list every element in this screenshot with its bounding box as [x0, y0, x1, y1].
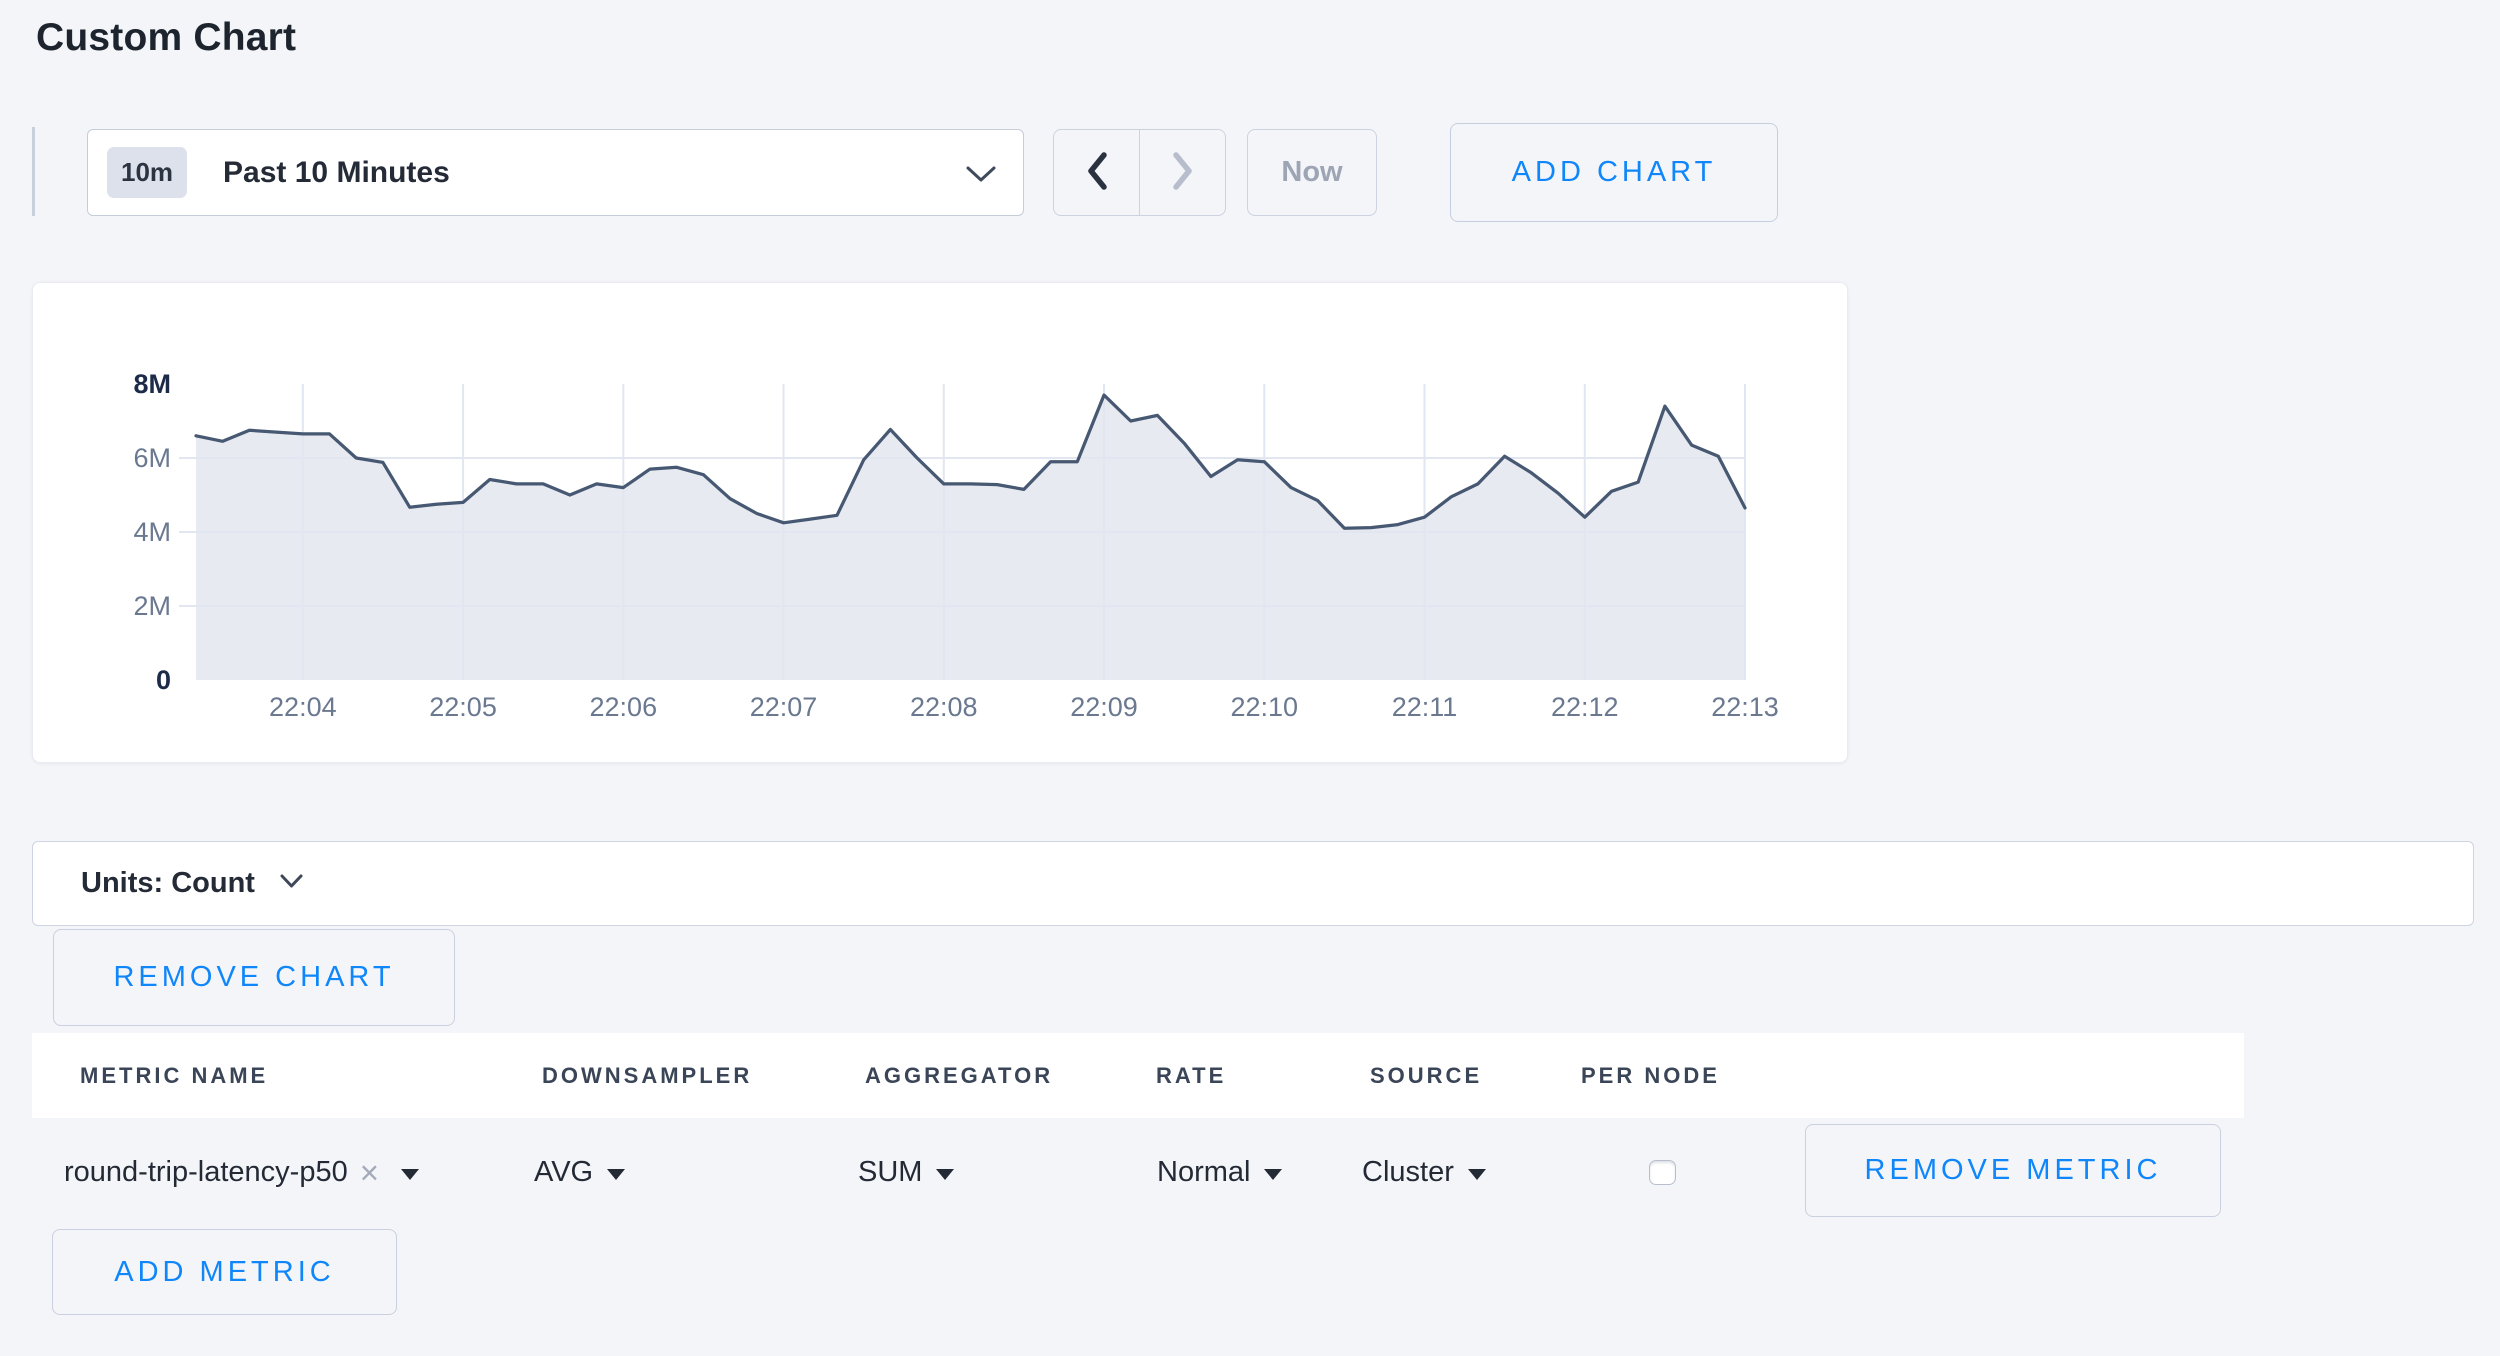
chevron-right-icon: [1170, 150, 1196, 195]
x-axis-label: 22:07: [750, 692, 818, 722]
downsampler-value: AVG: [534, 1155, 594, 1188]
aggregator-value: SUM: [858, 1155, 923, 1188]
now-button[interactable]: Now: [1247, 129, 1377, 216]
y-axis-label: 8M: [133, 369, 171, 399]
x-axis-label: 22:05: [429, 692, 497, 722]
x-axis-label: 22:10: [1230, 692, 1298, 722]
x-axis-label: 22:12: [1551, 692, 1619, 722]
add-chart-button[interactable]: ADD CHART: [1450, 123, 1778, 222]
chevron-down-icon: [965, 164, 997, 189]
x-axis-label: 22:04: [269, 692, 337, 722]
source-select[interactable]: Cluster: [1362, 1146, 1486, 1198]
next-timespan-button[interactable]: [1139, 130, 1225, 215]
remove-metric-button[interactable]: REMOVE METRIC: [1805, 1124, 2221, 1217]
metric-name-value: round-trip-latency-p50: [64, 1155, 348, 1188]
aggregator-select[interactable]: SUM: [858, 1146, 955, 1198]
x-axis-label: 22:06: [590, 692, 658, 722]
chevron-down-icon: [279, 873, 304, 894]
time-step-group: [1053, 129, 1226, 216]
series-line: [194, 393, 1747, 530]
rate-select[interactable]: Normal: [1157, 1146, 1283, 1198]
column-header-source: SOURCE: [1370, 1062, 1483, 1088]
x-axis-label: 22:13: [1711, 692, 1779, 722]
metric-row: round-trip-latency-p50 × AVG SUM Normal …: [0, 1146, 2500, 1198]
y-axis-label: 6M: [133, 443, 171, 473]
page-title: Custom Chart: [36, 16, 297, 59]
y-axis-label: 4M: [133, 517, 171, 547]
column-header-metric-name: METRIC NAME: [80, 1062, 269, 1088]
column-header-aggregator: AGGREGATOR: [865, 1062, 1054, 1088]
y-axis-label: 2M: [133, 591, 171, 621]
column-header-downsampler: DOWNSAMPLER: [542, 1062, 753, 1088]
metrics-table-header: METRIC NAME DOWNSAMPLER AGGREGATOR RATE SOUR…: [32, 1033, 2244, 1118]
units-label: Units: Count: [81, 867, 255, 899]
x-axis-label: 22:09: [1070, 692, 1138, 722]
metric-name-select[interactable]: round-trip-latency-p50 ×: [64, 1146, 419, 1198]
units-select[interactable]: Units: Count: [32, 841, 2474, 926]
time-range-label: Past 10 Minutes: [223, 155, 450, 189]
caret-down-icon: [1467, 1168, 1486, 1180]
previous-timespan-button[interactable]: [1054, 130, 1139, 215]
add-metric-button[interactable]: ADD METRIC: [52, 1229, 397, 1315]
time-range-select[interactable]: 10m Past 10 Minutes: [87, 129, 1024, 216]
caret-down-icon: [607, 1168, 626, 1180]
caret-down-icon: [936, 1168, 955, 1180]
rate-value: Normal: [1157, 1155, 1251, 1188]
x-axis-label: 22:11: [1392, 692, 1458, 722]
time-range-badge: 10m: [107, 147, 188, 198]
per-node-checkbox[interactable]: [1649, 1160, 1676, 1185]
series-area: [196, 395, 1745, 680]
remove-chart-button[interactable]: REMOVE CHART: [53, 929, 455, 1026]
chevron-left-icon: [1084, 150, 1110, 195]
caret-down-icon: [400, 1168, 419, 1180]
chart-card: 0 2M 4M 6M 8M 22:04 22:05 22:06 22:07 22:08 22:09 2…: [32, 282, 1848, 763]
clear-metric-icon[interactable]: ×: [359, 1153, 379, 1191]
time-selector-divider: [32, 127, 35, 216]
column-header-rate: RATE: [1156, 1062, 1227, 1088]
y-axis-label: 0: [156, 665, 171, 695]
metrics-chart: 0 2M 4M 6M 8M 22:04 22:05 22:06 22:07 22:08 22:09 2…: [133, 369, 1779, 722]
source-value: Cluster: [1362, 1155, 1454, 1188]
downsampler-select[interactable]: AVG: [534, 1146, 626, 1198]
caret-down-icon: [1264, 1168, 1283, 1180]
x-axis-label: 22:08: [910, 692, 978, 722]
column-header-per-node: PER NODE: [1581, 1062, 1720, 1088]
